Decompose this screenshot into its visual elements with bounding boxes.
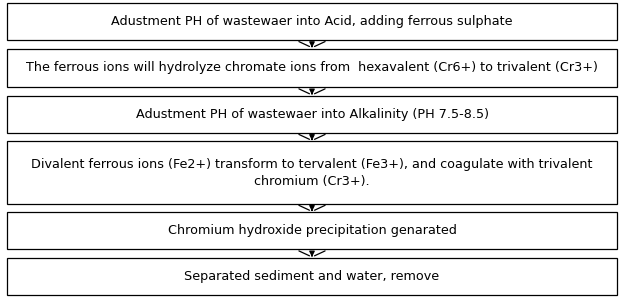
Bar — [7, 212, 617, 249]
Bar — [7, 96, 617, 133]
Text: Adustment PH of wastewaer into Alkalinity (PH 7.5-8.5): Adustment PH of wastewaer into Alkalinit… — [135, 108, 489, 121]
Bar — [7, 3, 617, 40]
Text: Adustment PH of wastewaer into Acid, adding ferrous sulphate: Adustment PH of wastewaer into Acid, add… — [111, 15, 513, 28]
Text: The ferrous ions will hydrolyze chromate ions from  hexavalent (Cr6+) to trivale: The ferrous ions will hydrolyze chromate… — [26, 61, 598, 74]
Bar — [7, 49, 617, 87]
Bar — [7, 142, 617, 204]
Text: Chromium hydroxide precipitation genarated: Chromium hydroxide precipitation genarat… — [168, 224, 456, 238]
Bar — [7, 258, 617, 295]
Text: Divalent ferrous ions (Fe2+) transform to tervalent (Fe3+), and coagulate with t: Divalent ferrous ions (Fe2+) transform t… — [31, 158, 593, 188]
Text: Separated sediment and water, remove: Separated sediment and water, remove — [185, 270, 439, 283]
